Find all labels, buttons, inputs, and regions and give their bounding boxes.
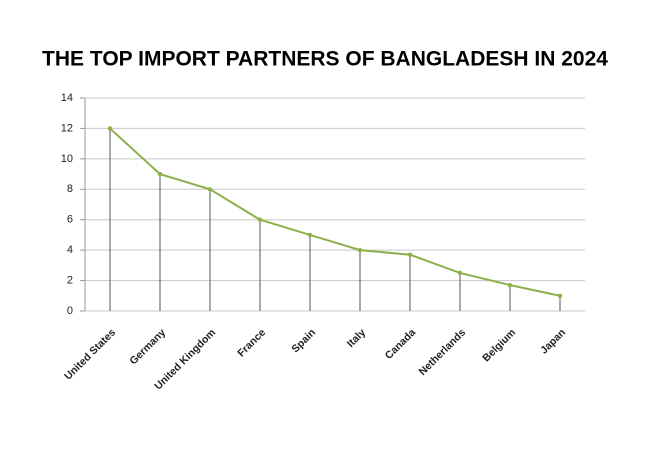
- x-tick-label: Germany: [127, 326, 168, 367]
- y-tick-label: 12: [61, 122, 73, 134]
- x-tick-label: United States: [62, 326, 118, 382]
- y-tick-label: 2: [67, 274, 73, 286]
- y-tick-label: 10: [61, 153, 73, 165]
- point: [407, 252, 413, 257]
- x-tick-label: Spain: [289, 327, 318, 356]
- point: [307, 232, 313, 238]
- y-tick-label: 4: [67, 244, 73, 256]
- y-tick-label: 6: [67, 214, 73, 226]
- x-tick-label: Canada: [383, 326, 418, 361]
- x-tick-label: Netherlands: [417, 326, 469, 378]
- point: [157, 171, 163, 177]
- y-tick-label: 8: [67, 183, 73, 195]
- point: [557, 293, 563, 298]
- series-line: [109, 127, 561, 297]
- point: [457, 270, 463, 276]
- point: [507, 282, 513, 288]
- point: [257, 217, 263, 222]
- x-tick-label: Japan: [538, 327, 568, 357]
- y-tick-label: 14: [61, 92, 73, 104]
- x-tick-label: Belgium: [480, 327, 518, 365]
- x-tick-label: Italy: [345, 326, 368, 349]
- point: [207, 187, 213, 192]
- x-tick-label: France: [235, 326, 268, 359]
- point: [107, 126, 113, 131]
- point: [357, 247, 363, 253]
- chart-title: THE TOP IMPORT PARTNERS OF BANGLADESH IN…: [42, 48, 608, 71]
- y-tick-label: 0: [67, 305, 73, 317]
